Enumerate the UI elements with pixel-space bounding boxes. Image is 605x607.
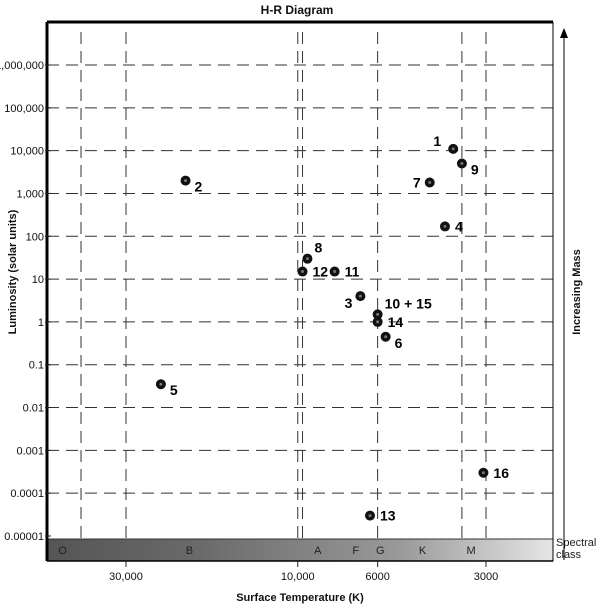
star-6: 6 xyxy=(380,331,403,351)
tick-labels: 1,000,000 100,000 10,000 1,000 100 10 1 0.1 0.01… xyxy=(0,60,498,583)
chart-title: H-R Diagram xyxy=(261,3,334,17)
x-tick-label: 10,000 xyxy=(281,571,315,583)
star-label: 16 xyxy=(493,465,509,481)
star-dot-highlight xyxy=(368,514,372,518)
star-dot-highlight xyxy=(376,312,380,316)
x-tick-label: 30,000 xyxy=(109,571,143,583)
arrow-head-icon xyxy=(560,28,568,38)
star-11: 11 xyxy=(329,264,360,280)
y-tick-label: 0.1 xyxy=(29,360,44,372)
star-1: 1 xyxy=(433,133,459,154)
star-label: 9 xyxy=(471,162,479,178)
star-dot-highlight xyxy=(184,179,188,183)
star-8: 8 xyxy=(302,240,322,264)
spectral-class-bar: O B A F G K M Spectral class xyxy=(46,537,596,562)
star-label: 10 + 15 xyxy=(385,295,432,311)
x-axis-label: Surface Temperature (K) xyxy=(236,592,364,604)
y-tick-label: 0.001 xyxy=(16,445,44,457)
star-16: 16 xyxy=(478,465,509,481)
star-5: 5 xyxy=(155,379,178,398)
star-dot-highlight xyxy=(358,294,362,298)
x-tick-label: 3000 xyxy=(474,571,498,583)
star-3: 3 xyxy=(345,291,366,311)
axes xyxy=(45,20,568,562)
star-label: 5 xyxy=(170,382,178,398)
star-dot-highlight xyxy=(443,224,447,228)
star-dot-highlight xyxy=(428,181,432,185)
y-tick-label: 0.00001 xyxy=(4,531,44,543)
star-dot-highlight xyxy=(481,471,485,475)
y-tick-label: 1 xyxy=(38,317,44,329)
star-label: 2 xyxy=(195,179,203,195)
star-label: 1 xyxy=(433,133,441,149)
y-axis-label: Luminosity (solar units) xyxy=(7,209,19,334)
star-dot-highlight xyxy=(305,257,309,261)
star-label: 7 xyxy=(413,175,421,191)
star-dot-highlight xyxy=(333,270,337,274)
y-tick-label: 10 xyxy=(32,274,44,286)
star-2: 2 xyxy=(180,175,203,195)
star-label: 14 xyxy=(388,314,404,330)
star-label: 3 xyxy=(345,295,353,311)
star-dot-highlight xyxy=(159,382,163,386)
star-13: 13 xyxy=(365,508,396,524)
y-tick-label: 100,000 xyxy=(4,103,44,115)
star-dot-highlight xyxy=(384,335,388,339)
increasing-mass-label: Increasing Mass xyxy=(571,249,583,335)
spectral-class-f: F xyxy=(352,545,359,557)
star-4: 4 xyxy=(439,218,463,234)
star-label: 6 xyxy=(395,335,403,351)
spectral-class-b: B xyxy=(186,545,193,557)
star-7: 7 xyxy=(413,175,435,191)
y-tick-label: 0.01 xyxy=(23,403,44,415)
spectral-class-a: A xyxy=(314,545,322,557)
star-9: 9 xyxy=(456,158,479,178)
y-tick-label: 10,000 xyxy=(10,146,44,158)
y-tick-label: 1,000,000 xyxy=(0,60,44,72)
star-dot-highlight xyxy=(376,320,380,324)
star-label: 12 xyxy=(313,264,329,280)
star-12: 12 xyxy=(297,264,329,280)
y-tick-label: 100 xyxy=(26,231,44,243)
grid-lines xyxy=(47,32,553,539)
star-label: 11 xyxy=(345,264,360,280)
y-tick-label: 0.0001 xyxy=(10,488,44,500)
spectral-class-label: Spectral class xyxy=(556,537,596,561)
star-1015: 10 + 15 xyxy=(372,295,432,320)
star-dot-highlight xyxy=(451,147,455,151)
spectral-class-o: O xyxy=(58,545,67,557)
star-14: 14 xyxy=(372,314,404,330)
star-label: 13 xyxy=(380,508,396,524)
star-label: 4 xyxy=(455,218,463,234)
star-dot-highlight xyxy=(301,270,305,274)
spectral-class-m: M xyxy=(467,545,476,557)
spectral-bar xyxy=(46,538,554,562)
star-dot-highlight xyxy=(460,162,464,166)
y-tick-label: 1,000 xyxy=(16,188,44,200)
x-tick-label: 6000 xyxy=(365,571,389,583)
star-label: 8 xyxy=(314,240,322,256)
spectral-class-k: K xyxy=(419,545,427,557)
spectral-class-g: G xyxy=(376,545,385,557)
